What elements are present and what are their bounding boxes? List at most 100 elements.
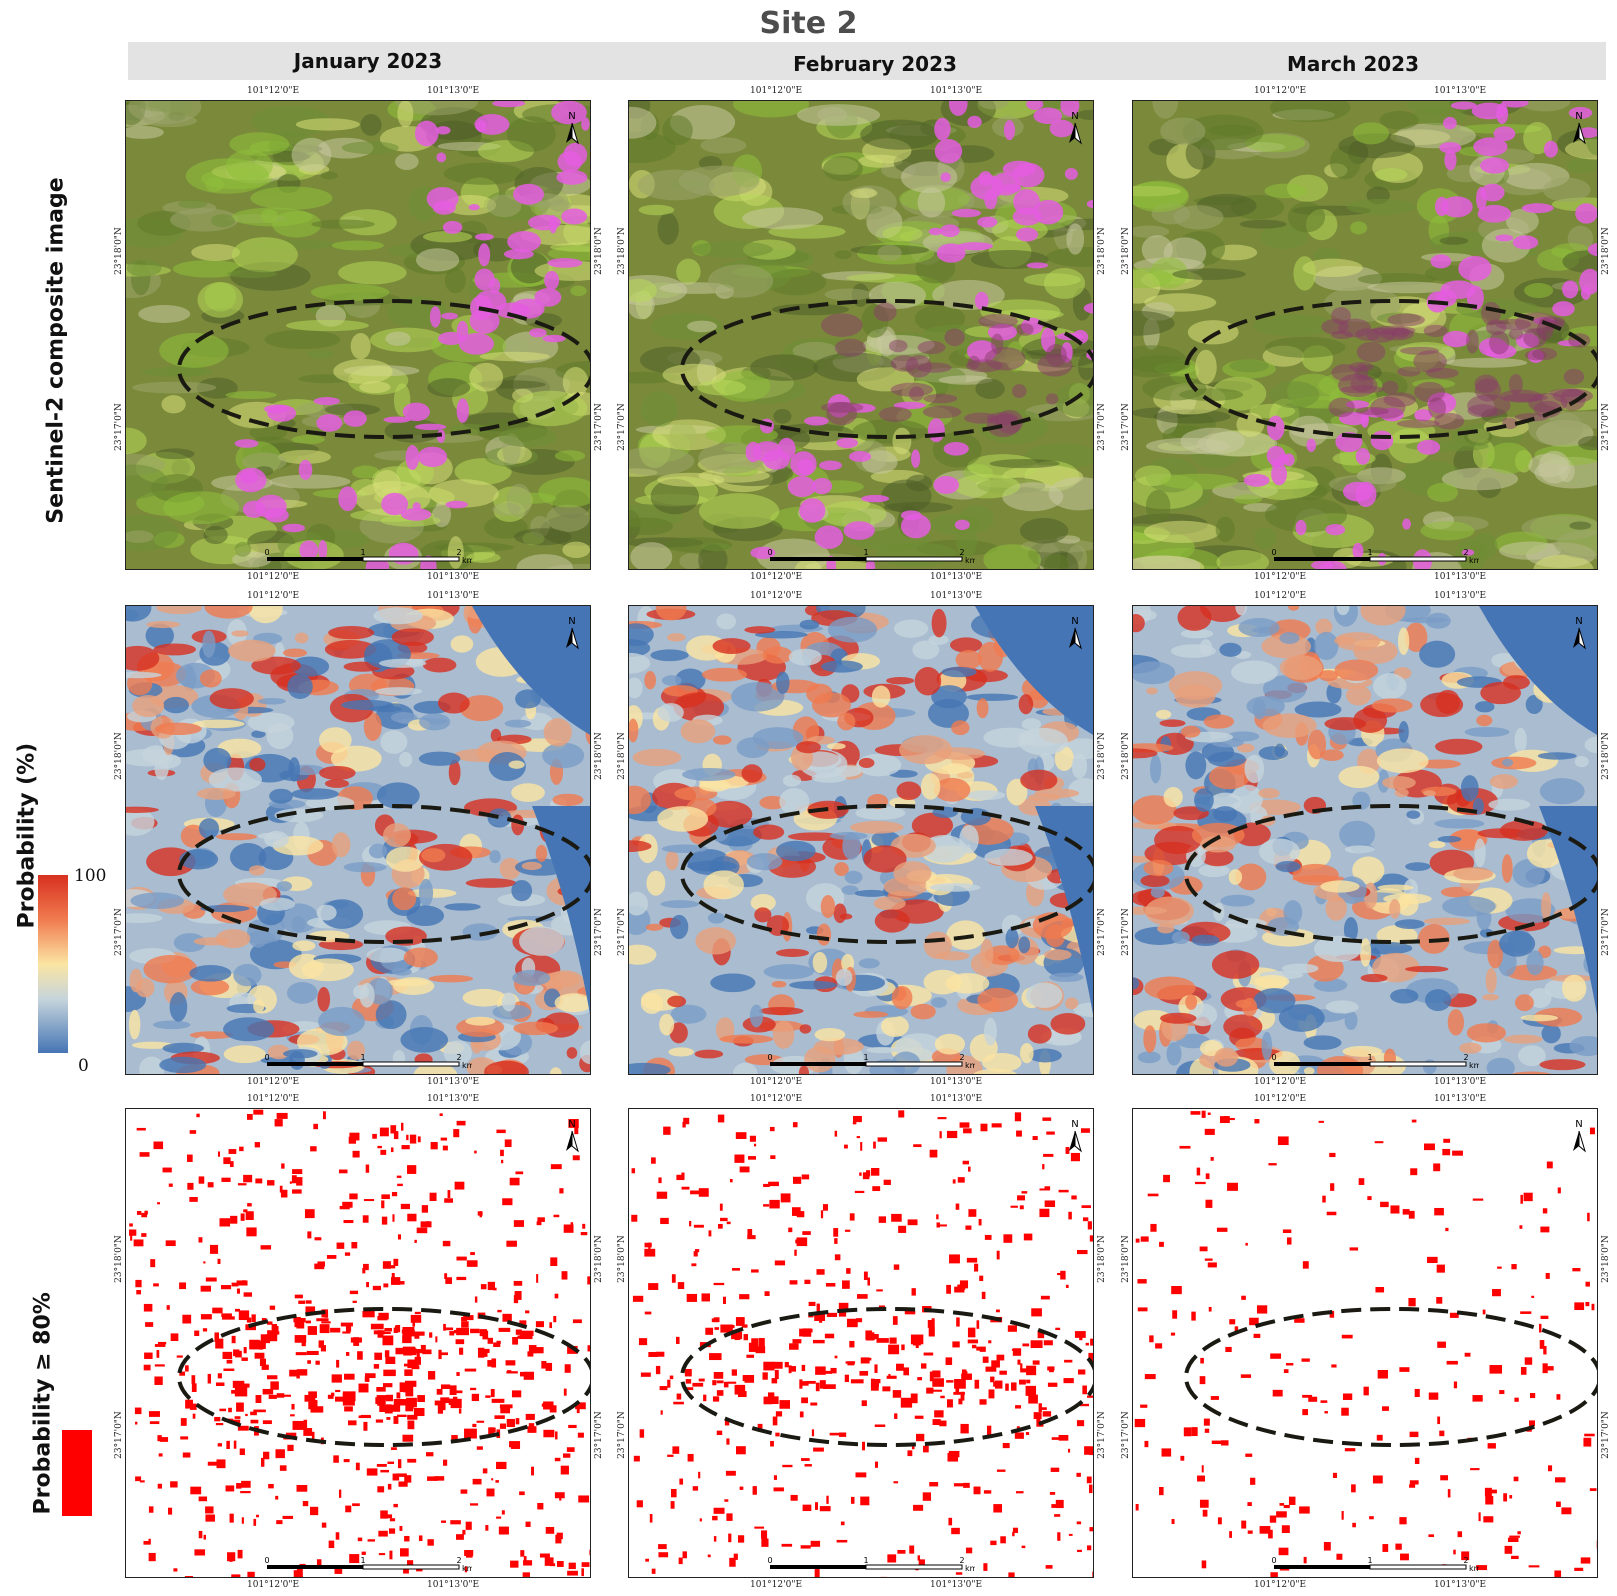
lat-label-left-bottom: 23°17'0"N <box>617 1411 627 1459</box>
north-label: N <box>1071 1119 1078 1130</box>
column-title-march: March 2023 <box>1287 52 1419 76</box>
lat-label-right-top: 23°18'0"N <box>594 1235 604 1283</box>
lat-label-left-bottom: 23°17'0"N <box>617 403 627 451</box>
header-band <box>128 42 1606 80</box>
lon-label-bottom-right: 101°13'0"E <box>1434 1580 1487 1590</box>
scale-tick-label: 2 <box>456 1053 461 1062</box>
panel-composite-february: N 0 1 2km <box>628 100 1094 570</box>
scale-tick-label: 0 <box>264 1556 269 1565</box>
lon-label-top-right: 101°13'0"E <box>1434 1094 1487 1104</box>
scale-unit-label: km <box>965 556 975 565</box>
scale-bar: 0 1 2km <box>262 547 472 565</box>
north-label: N <box>1575 111 1582 122</box>
scale-tick-label: 1 <box>360 1556 365 1565</box>
scale-unit-label: km <box>462 556 472 565</box>
scale-unit-label: km <box>462 1061 472 1070</box>
lon-label-top-right: 101°13'0"E <box>427 86 480 96</box>
north-arrow-icon: N <box>562 109 582 149</box>
scale-bar: 0 1 2km <box>1269 547 1479 565</box>
site-title: Site 2 <box>759 6 858 41</box>
lon-label-bottom-left: 101°12'0"E <box>1254 1580 1307 1590</box>
panel-composite-january: N 0 1 2km <box>125 100 591 570</box>
row-label-threshold: Probability ≥ 80% <box>30 1292 56 1515</box>
lat-label-right-bottom: 23°17'0"N <box>1097 403 1107 451</box>
scale-unit-label: km <box>965 1061 975 1070</box>
lat-label-left-bottom: 23°17'0"N <box>114 1411 124 1459</box>
north-arrow-icon: N <box>1065 109 1085 149</box>
scale-unit-label: km <box>462 1564 472 1573</box>
lat-label-left-top: 23°18'0"N <box>617 1235 627 1283</box>
scale-tick-label: 0 <box>767 1053 772 1062</box>
row-label-probability: Probability (%) <box>14 742 40 929</box>
scale-bar: 0 1 2km <box>262 1555 472 1573</box>
lon-label-bottom-right: 101°13'0"E <box>930 1077 983 1087</box>
lon-label-top-left: 101°12'0"E <box>750 1094 803 1104</box>
lon-label-top-right: 101°13'0"E <box>1434 86 1487 96</box>
lon-label-top-left: 101°12'0"E <box>247 86 300 96</box>
lat-label-right-bottom: 23°17'0"N <box>1097 908 1107 956</box>
scale-tick-label: 0 <box>767 548 772 557</box>
lon-label-bottom-right: 101°13'0"E <box>427 572 480 582</box>
legend-max-label: 100 <box>74 866 107 886</box>
north-arrow-icon: N <box>562 614 582 654</box>
lat-label-left-top: 23°18'0"N <box>114 732 124 780</box>
lat-label-left-top: 23°18'0"N <box>1121 732 1131 780</box>
scale-tick-label: 1 <box>360 548 365 557</box>
lat-label-right-bottom: 23°17'0"N <box>1601 1411 1611 1459</box>
map-image-threshold-march <box>1133 1109 1597 1577</box>
scale-tick-label: 1 <box>1367 548 1372 557</box>
lon-label-top-right: 101°13'0"E <box>427 1094 480 1104</box>
panel-threshold-february: N 0 1 2km <box>628 1108 1094 1578</box>
scale-unit-label: km <box>1469 556 1479 565</box>
north-label: N <box>568 616 575 627</box>
lat-label-left-top: 23°18'0"N <box>1121 227 1131 275</box>
lon-label-top-right: 101°13'0"E <box>930 86 983 96</box>
lon-label-bottom-left: 101°12'0"E <box>247 1580 300 1590</box>
map-image-threshold-january <box>126 1109 590 1577</box>
lat-label-right-top: 23°18'0"N <box>1097 1235 1107 1283</box>
scale-bar: 0 1 2km <box>1269 1052 1479 1070</box>
north-label: N <box>568 1119 575 1130</box>
scale-bar: 0 1 2km <box>262 1052 472 1070</box>
north-label: N <box>1071 616 1078 627</box>
panel-threshold-january: N 0 1 2km <box>125 1108 591 1578</box>
lat-label-left-bottom: 23°17'0"N <box>617 908 627 956</box>
lat-label-left-top: 23°18'0"N <box>617 732 627 780</box>
scale-tick-label: 0 <box>1271 1053 1276 1062</box>
lon-label-bottom-right: 101°13'0"E <box>1434 1077 1487 1087</box>
lon-label-bottom-left: 101°12'0"E <box>247 1077 300 1087</box>
probability-color-legend <box>38 875 68 1053</box>
lon-label-bottom-left: 101°12'0"E <box>1254 1077 1307 1087</box>
lat-label-right-top: 23°18'0"N <box>1601 1235 1611 1283</box>
map-image-composite-march <box>1133 101 1597 569</box>
north-label: N <box>568 111 575 122</box>
scale-unit-label: km <box>1469 1061 1479 1070</box>
lat-label-right-top: 23°18'0"N <box>594 227 604 275</box>
scale-unit-label: km <box>965 1564 975 1573</box>
column-title-february: February 2023 <box>793 52 957 76</box>
lon-label-bottom-left: 101°12'0"E <box>750 1077 803 1087</box>
scale-tick-label: 2 <box>959 1053 964 1062</box>
lon-label-bottom-right: 101°13'0"E <box>427 1580 480 1590</box>
row-label-composite: Sentinel-2 composite image <box>43 177 69 524</box>
lon-label-bottom-left: 101°12'0"E <box>1254 572 1307 582</box>
lon-label-bottom-left: 101°12'0"E <box>750 572 803 582</box>
lon-label-bottom-right: 101°13'0"E <box>930 572 983 582</box>
legend-min-label: 0 <box>78 1056 89 1076</box>
scale-tick-label: 2 <box>1463 1053 1468 1062</box>
lat-label-left-bottom: 23°17'0"N <box>1121 908 1131 956</box>
column-title-january: January 2023 <box>293 49 443 73</box>
lon-label-top-right: 101°13'0"E <box>427 591 480 601</box>
scale-bar: 0 1 2km <box>1269 1555 1479 1573</box>
lat-label-left-bottom: 23°17'0"N <box>1121 1411 1131 1459</box>
lon-label-bottom-right: 101°13'0"E <box>930 1580 983 1590</box>
lon-label-bottom-right: 101°13'0"E <box>427 1077 480 1087</box>
lon-label-top-left: 101°12'0"E <box>750 591 803 601</box>
lon-label-top-left: 101°12'0"E <box>247 1094 300 1104</box>
scale-tick-label: 2 <box>1463 1556 1468 1565</box>
scale-tick-label: 0 <box>264 1053 269 1062</box>
scale-unit-label: km <box>1469 1564 1479 1573</box>
lat-label-left-top: 23°18'0"N <box>1121 1235 1131 1283</box>
north-arrow-icon: N <box>1569 614 1589 654</box>
scale-tick-label: 1 <box>1367 1556 1372 1565</box>
